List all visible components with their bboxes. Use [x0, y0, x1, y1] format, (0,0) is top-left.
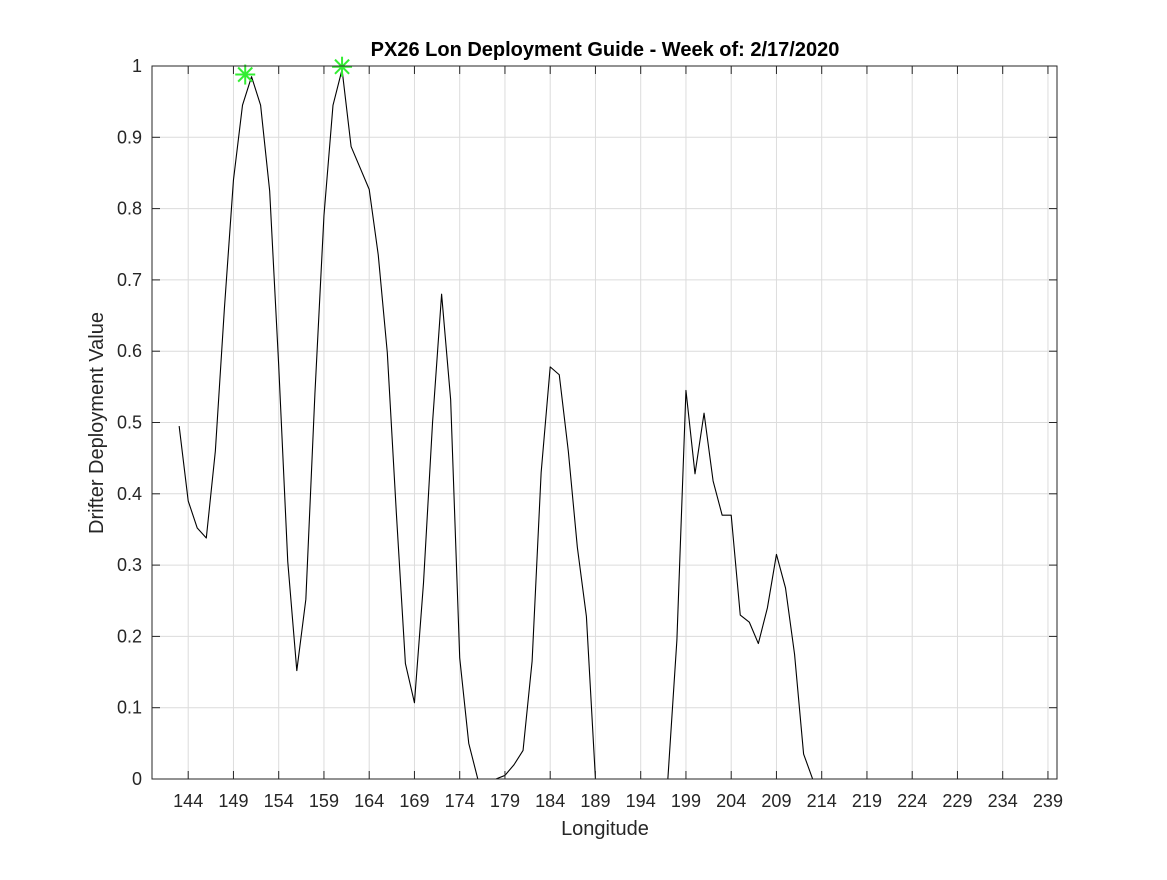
y-tick-label: 0.2	[117, 626, 142, 646]
y-tick-label: 0	[132, 769, 142, 789]
y-tick-label: 0.9	[117, 127, 142, 147]
marker-stroke	[334, 58, 350, 75]
chart-title: PX26 Lon Deployment Guide - Week of: 2/1…	[371, 39, 840, 61]
x-tick-label: 224	[897, 791, 927, 811]
x-tick-label: 209	[761, 791, 791, 811]
marker-layer	[235, 56, 353, 85]
y-tick-label: 0.8	[117, 199, 142, 219]
x-tick-label: 144	[173, 791, 203, 811]
y-tick-label: 0.5	[117, 413, 142, 433]
x-tick-label: 169	[399, 791, 429, 811]
y-tick-label: 0.4	[117, 484, 142, 504]
x-tick-label: 154	[264, 791, 294, 811]
x-tick-label: 174	[445, 791, 475, 811]
x-tick-label: 234	[988, 791, 1018, 811]
y-tick-label: 0.7	[117, 270, 142, 290]
x-tick-label: 189	[580, 791, 610, 811]
x-tick-label: 159	[309, 791, 339, 811]
y-tick-label: 1	[132, 56, 142, 76]
grid-lines	[152, 65, 1057, 780]
x-tick-label: 204	[716, 791, 746, 811]
x-tick-label: 164	[354, 791, 384, 811]
x-tick-label: 239	[1033, 791, 1063, 811]
x-tick-label: 199	[671, 791, 701, 811]
x-tick-label: 149	[218, 791, 248, 811]
peak-marker	[332, 56, 353, 77]
x-tick-label: 179	[490, 791, 520, 811]
axes-layer: 144 149 154 159 164 169 174 179 184 189 194 199 204 2…	[117, 56, 1063, 811]
marker-stroke	[237, 66, 253, 83]
y-tick-label: 0.3	[117, 555, 142, 575]
y-tick-label: 0.1	[117, 698, 142, 718]
y-axis-label: Drifter Deployment Value	[86, 312, 108, 534]
y-tick-label: 0.6	[117, 341, 142, 361]
x-tick-label: 194	[626, 791, 656, 811]
x-tick-label: 214	[807, 791, 837, 811]
x-axis-label: Longitude	[561, 818, 649, 840]
x-tick-label: 219	[852, 791, 882, 811]
x-tick-label: 184	[535, 791, 565, 811]
peak-marker	[235, 64, 256, 85]
x-tick-label: 229	[942, 791, 972, 811]
